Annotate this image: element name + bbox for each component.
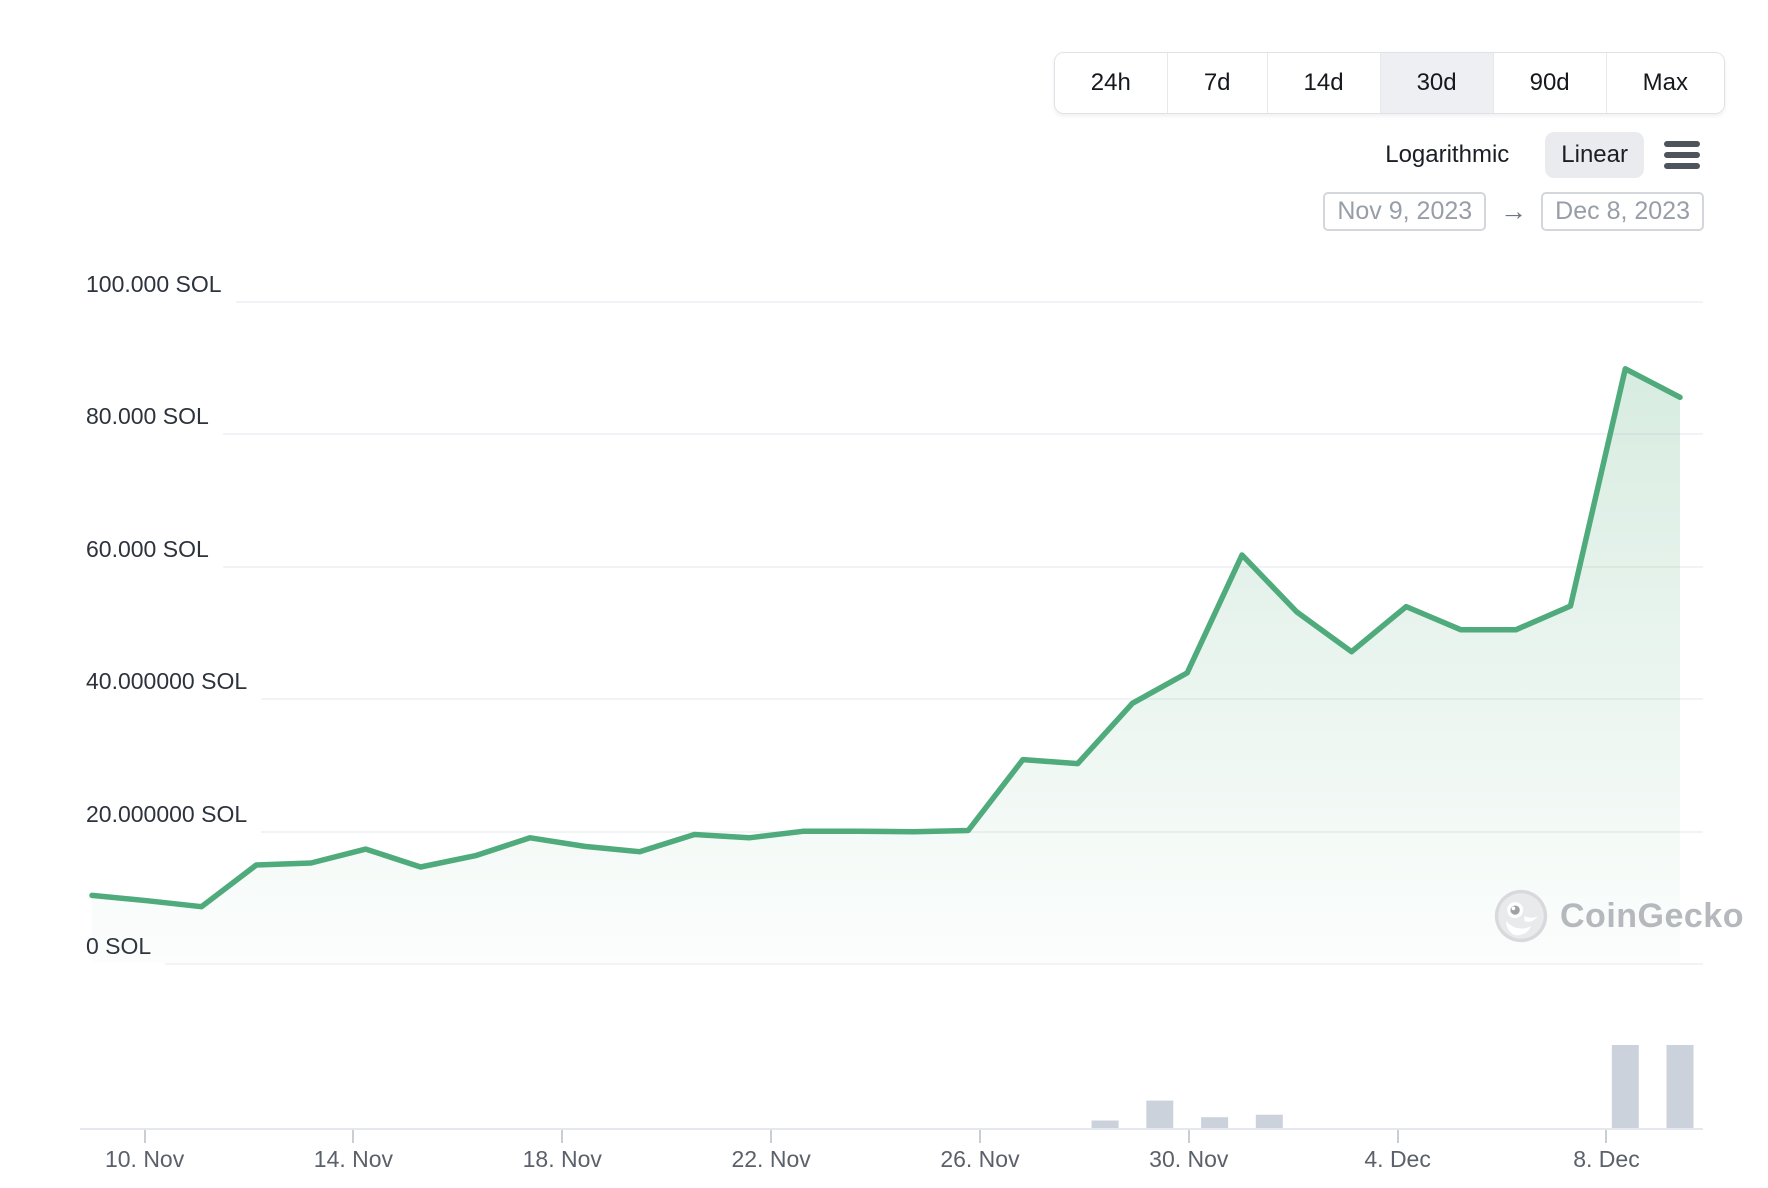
- gridline: [222, 565, 1703, 568]
- x-axis-tick: [978, 1130, 981, 1143]
- coingecko-watermark: CoinGecko: [1494, 889, 1744, 943]
- time-range-button-group: 24h 7d 14d 30d 90d Max: [1053, 52, 1725, 114]
- scale-toggle-row: Logarithmic Linear: [1369, 132, 1700, 178]
- x-axis-line: [80, 1128, 1703, 1130]
- gridline: [165, 963, 1703, 965]
- coingecko-gecko-logo-icon: [1494, 889, 1548, 943]
- gridline-row: 40.000000 SOL: [86, 666, 1703, 701]
- gridline-row: 80.000 SOL: [86, 401, 1703, 436]
- gridline: [222, 433, 1703, 436]
- x-axis-label: 18. Nov: [522, 1146, 602, 1172]
- y-axis-label: 20.000000 SOL: [86, 800, 248, 827]
- gridline-row: 100.000 SOL: [86, 269, 1703, 303]
- time-range-7d[interactable]: 7d: [1166, 53, 1267, 113]
- price-line: [89, 366, 1683, 910]
- scale-option-logarithmic[interactable]: Logarithmic: [1385, 141, 1510, 168]
- x-axis-label: 22. Nov: [731, 1146, 811, 1172]
- volume-bar: [1146, 1100, 1174, 1128]
- x-axis-label: 14. Nov: [313, 1146, 394, 1172]
- volume-bar: [1666, 1045, 1694, 1128]
- coingecko-watermark-text: CoinGecko: [1560, 896, 1744, 935]
- date-from-input[interactable]: Nov 9, 2023: [1323, 192, 1487, 231]
- x-axis-tick: [1187, 1130, 1190, 1143]
- gridline: [235, 300, 1703, 303]
- y-axis-label: 80.000 SOL: [86, 403, 209, 430]
- date-to-input[interactable]: Dec 8, 2023: [1541, 192, 1704, 231]
- x-axis-tick: [561, 1130, 564, 1143]
- volume-bar: [1611, 1045, 1639, 1128]
- price-area-fill: [92, 368, 1680, 963]
- y-axis-label: 100.000 SOL: [86, 270, 222, 297]
- volume-bars: [1091, 1045, 1694, 1128]
- x-axis-label: 30. Nov: [1149, 1146, 1229, 1172]
- scale-option-linear[interactable]: Linear: [1545, 132, 1644, 178]
- x-axis-label: 26. Nov: [940, 1146, 1020, 1172]
- volume-bar: [1255, 1114, 1283, 1128]
- x-axis-tick: [1396, 1130, 1399, 1143]
- hamburger-menu-icon[interactable]: [1664, 141, 1700, 169]
- x-axis-label: 10. Nov: [104, 1146, 185, 1172]
- time-range-14d[interactable]: 14d: [1266, 53, 1380, 113]
- time-range-30d[interactable]: 30d: [1379, 53, 1493, 113]
- y-axis-label: 40.000000 SOL: [86, 668, 248, 695]
- arrow-right-icon: →: [1500, 196, 1528, 226]
- time-range-90d[interactable]: 90d: [1492, 53, 1606, 113]
- x-axis-label: 4. Dec: [1364, 1146, 1431, 1172]
- date-range: Nov 9, 2023 → Dec 8, 2023: [1323, 192, 1704, 231]
- gridline: [261, 698, 1703, 701]
- y-axis-label: 60.000 SOL: [86, 535, 209, 562]
- time-range-max[interactable]: Max: [1605, 53, 1724, 113]
- x-axis-tick: [770, 1130, 773, 1143]
- time-range-24h[interactable]: 24h: [1054, 53, 1167, 113]
- x-axis-tick: [352, 1130, 355, 1143]
- volume-bar: [1091, 1120, 1119, 1128]
- x-axis-tick: [143, 1130, 146, 1143]
- x-axis-tick: [1605, 1130, 1608, 1143]
- gridline-row: 60.000 SOL: [86, 534, 1703, 568]
- x-axis-label: 8. Dec: [1573, 1146, 1640, 1172]
- volume-bar: [1201, 1117, 1229, 1128]
